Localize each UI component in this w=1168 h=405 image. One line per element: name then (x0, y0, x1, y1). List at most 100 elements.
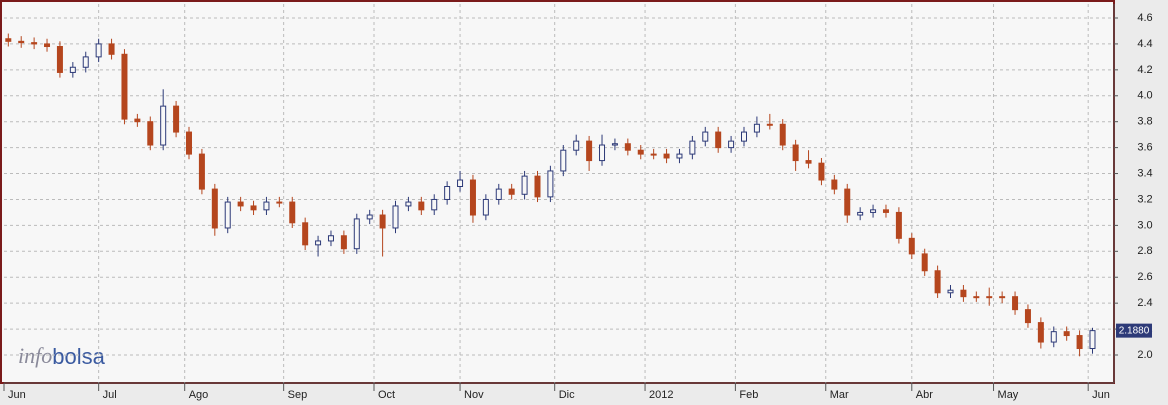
candle-body (379, 214, 386, 229)
y-tick-label: 3.2 (1137, 193, 1152, 205)
x-tick-label: Jun (8, 389, 26, 401)
y-tick-label: 3.4 (1137, 167, 1152, 179)
candle-body (18, 40, 25, 44)
candle-body (599, 144, 606, 162)
y-tick-label: 2.4 (1137, 297, 1152, 309)
candle-body (69, 66, 76, 73)
candle-body (469, 179, 476, 216)
y-tick-label: 2.0 (1137, 349, 1152, 361)
candle-body (44, 43, 51, 48)
candle-body (766, 123, 773, 126)
candle-body (973, 296, 980, 299)
x-tick-label: Oct (378, 389, 395, 401)
candle-body (676, 153, 683, 159)
candle-body (1063, 331, 1070, 337)
candle-body (882, 209, 889, 213)
candle-body (392, 205, 399, 229)
y-tick-label: 4.0 (1137, 90, 1152, 102)
candle-body (353, 218, 360, 250)
candle-body (844, 188, 851, 216)
y-tick-label: 2.8 (1137, 245, 1152, 257)
candle-body (121, 53, 128, 120)
candle-body (999, 296, 1006, 299)
candle-body (663, 153, 670, 159)
candle-body (624, 143, 631, 151)
candle-body (650, 153, 657, 156)
candle-body (573, 140, 580, 151)
candle-body (134, 118, 141, 123)
candle-body (224, 201, 231, 229)
candle-body (405, 201, 412, 207)
candle-body (173, 105, 180, 133)
candle-body (702, 131, 709, 142)
x-tick-label: Sep (288, 389, 308, 401)
candle-body (586, 140, 593, 162)
candle-body (521, 175, 528, 195)
candle-body (315, 240, 322, 246)
candle-body (263, 201, 270, 211)
x-tick-label: Jul (103, 389, 117, 401)
watermark: infobolsa (18, 343, 106, 369)
candle-body (1076, 335, 1083, 350)
last-price-box (1116, 323, 1152, 338)
y-tick-label: 3.8 (1137, 116, 1152, 128)
candle-body (198, 153, 205, 190)
x-tick-label: 2012 (649, 389, 673, 401)
candle-body (95, 43, 102, 58)
candle-body (366, 214, 373, 220)
candle-body (818, 162, 825, 181)
candle-body (482, 198, 489, 216)
y-tick-label: 3.6 (1137, 142, 1152, 154)
candle-body (5, 38, 12, 42)
candle-body (327, 235, 334, 242)
candle-body (1089, 330, 1096, 350)
candle-body (1012, 296, 1019, 311)
candle-body (934, 270, 941, 294)
candle-body (250, 205, 257, 211)
candle-body (908, 237, 915, 255)
candle-body (237, 201, 244, 207)
candle-body (508, 188, 515, 195)
y-tick-label: 4.4 (1137, 38, 1152, 50)
candle-body (211, 188, 218, 229)
x-tick-label: Abr (916, 389, 933, 401)
x-tick-label: Ago (189, 389, 209, 401)
candle-body (289, 201, 296, 224)
candle-body (431, 198, 438, 211)
candle-body (921, 253, 928, 272)
x-tick-label: Nov (464, 389, 484, 401)
plot-area (0, 0, 1115, 384)
candle-body (31, 42, 38, 45)
candle-body (689, 140, 696, 155)
candle-body (1050, 331, 1057, 343)
candle-body (160, 105, 167, 146)
candle-body (457, 179, 464, 188)
candle-body (547, 170, 554, 198)
candle-body (147, 121, 154, 146)
candle-body (276, 201, 283, 204)
candle-body (805, 160, 812, 164)
y-tick-label: 4.2 (1137, 64, 1152, 76)
x-tick-label: Feb (739, 389, 758, 401)
y-tick-label: 3.0 (1137, 219, 1152, 231)
candle-body (418, 201, 425, 211)
candle-body (753, 123, 760, 133)
candle-body (495, 188, 502, 200)
x-tick-label: Mar (830, 389, 849, 401)
x-tick-label: Dic (559, 389, 575, 401)
candle-body (857, 211, 864, 216)
last-price-label: 2.1880 (1119, 325, 1150, 336)
y-tick-label: 2.6 (1137, 271, 1152, 283)
candle-body (986, 296, 993, 299)
candle-body (792, 144, 799, 162)
candle-body (534, 175, 541, 198)
candle-body (82, 56, 89, 68)
candle-body (779, 123, 786, 146)
x-tick-label: Jun (1092, 389, 1110, 401)
candle-body (831, 179, 838, 190)
candle-body (560, 149, 567, 172)
candle-body (1024, 309, 1031, 324)
y-tick-label: 4.6 (1137, 12, 1152, 24)
candle-body (960, 289, 967, 298)
